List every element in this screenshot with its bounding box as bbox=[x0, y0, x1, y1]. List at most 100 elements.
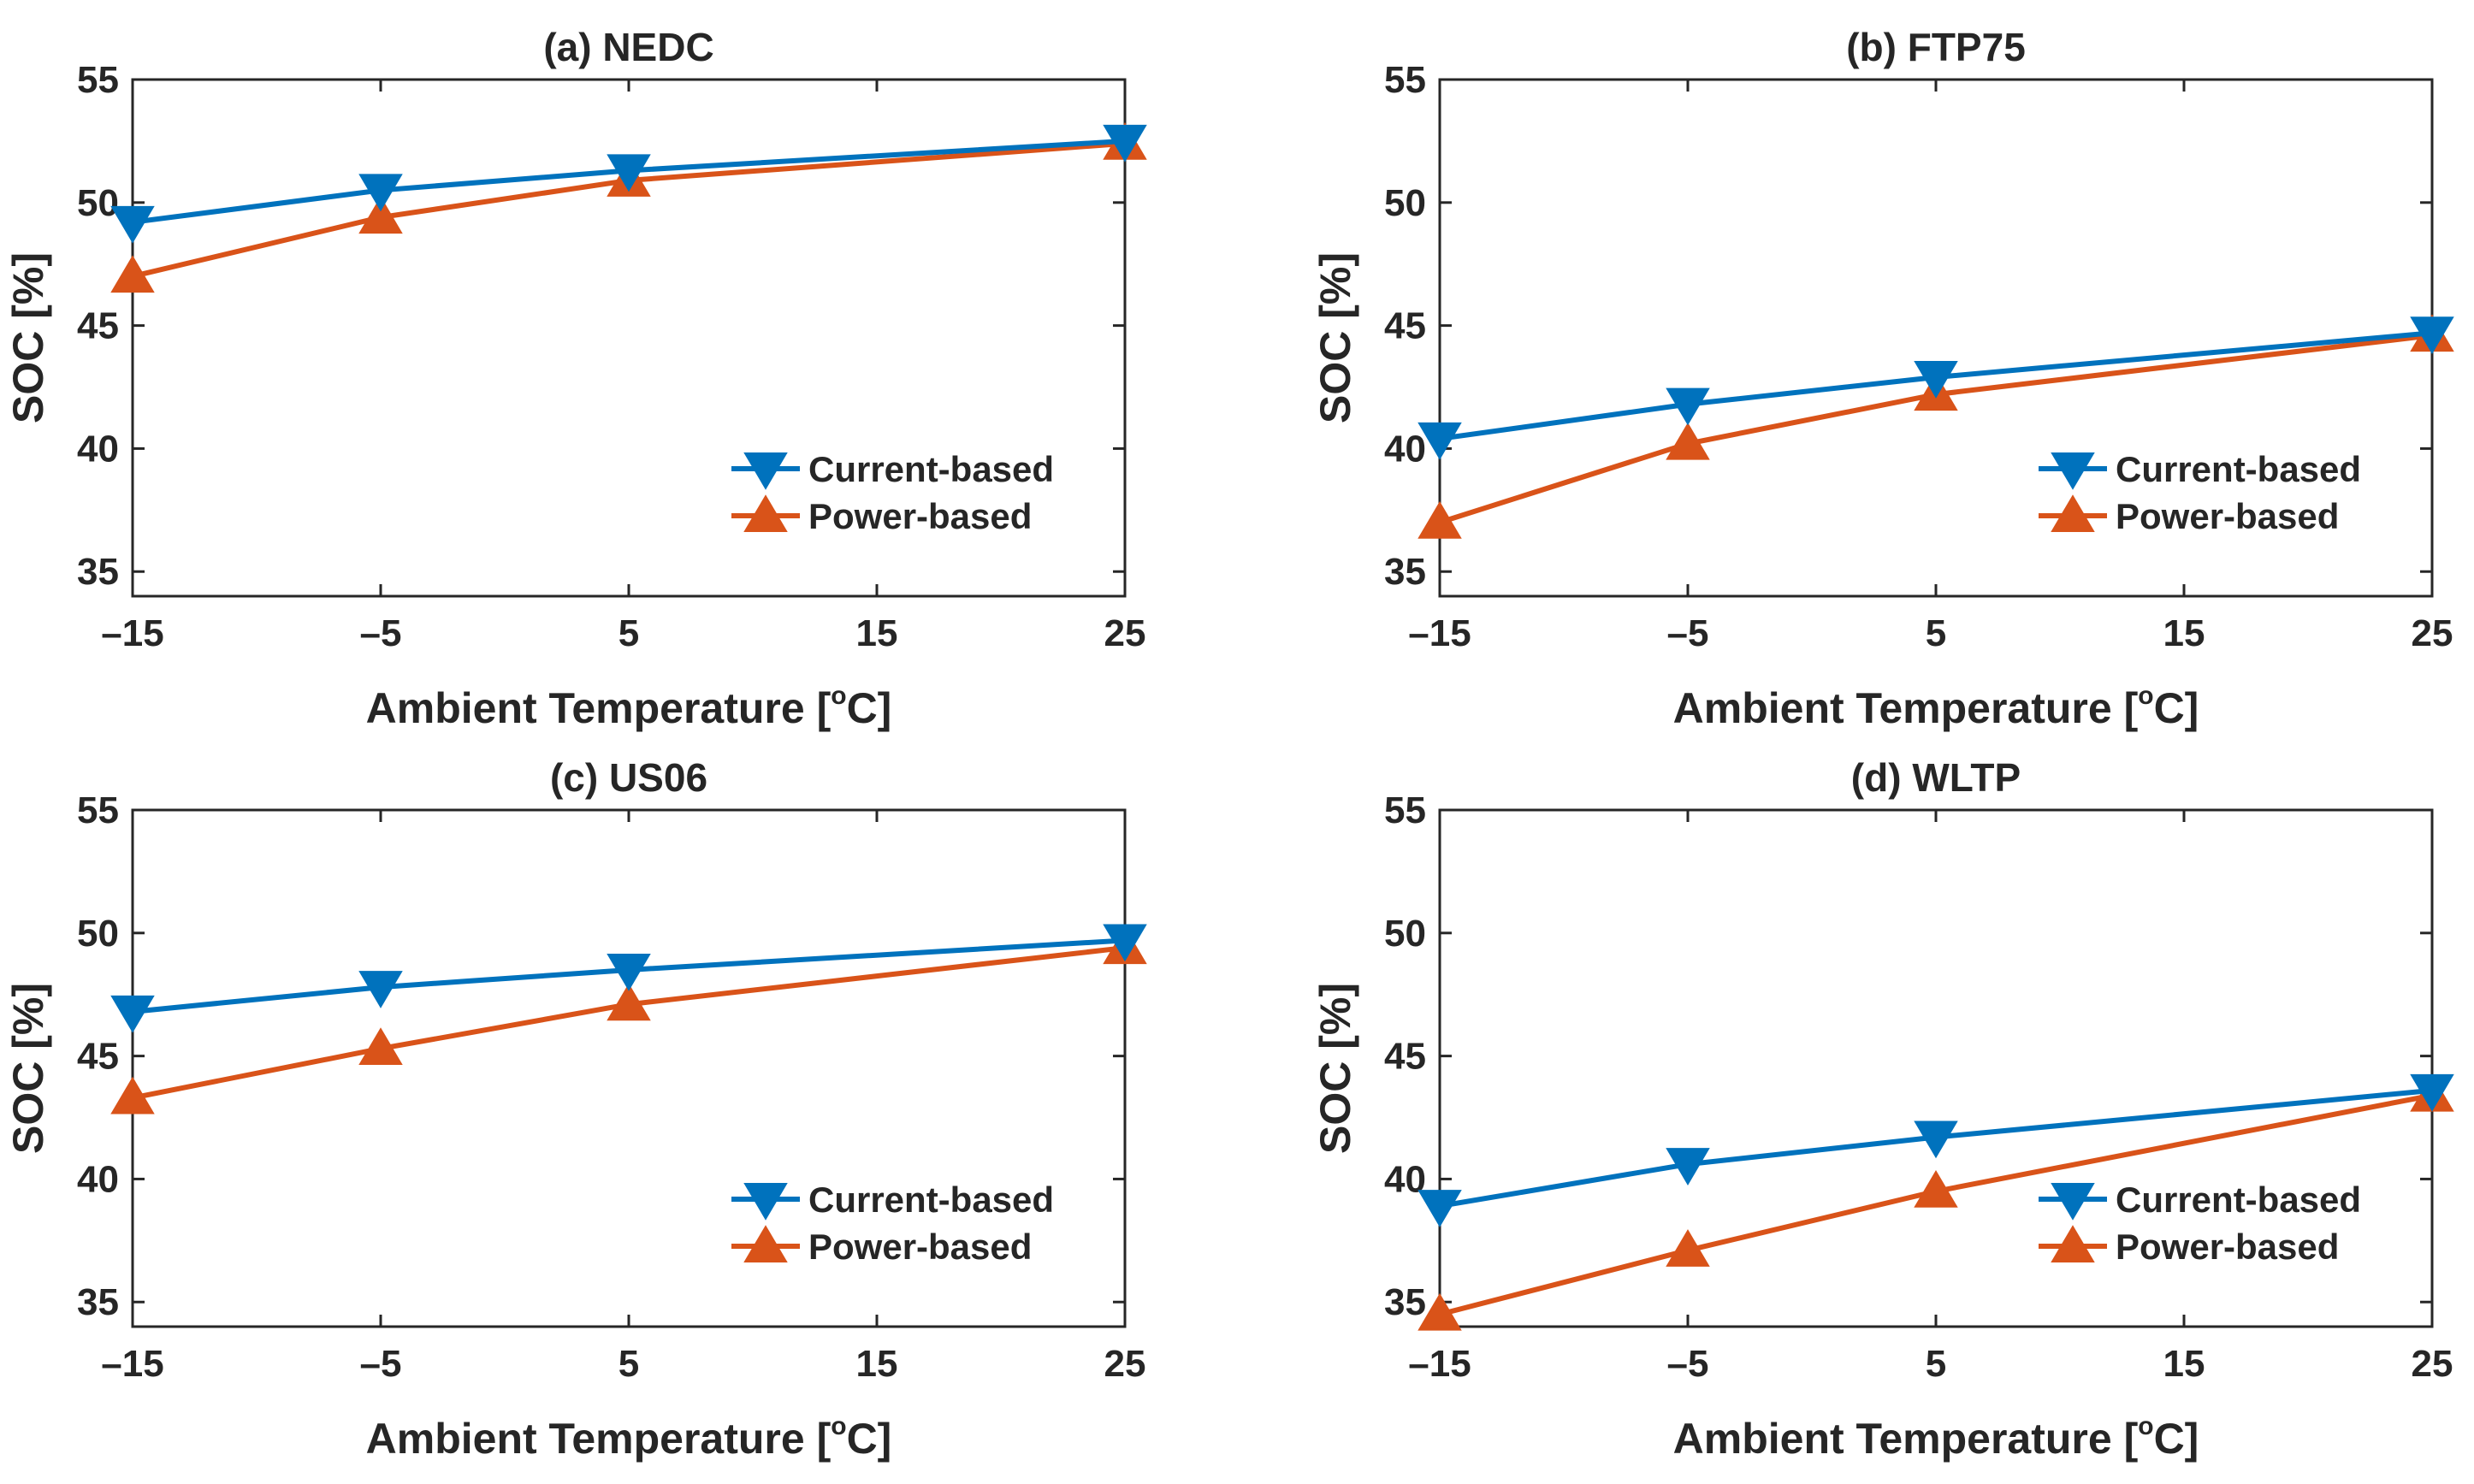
x-axis-label-unit: C] bbox=[2154, 1415, 2199, 1463]
legend-power-marker bbox=[2051, 494, 2095, 532]
current-data-point bbox=[1914, 361, 1958, 399]
chart-panel-1: (b) FTP75 –15 –5 5 15 25 35 40 45 50 55 Ambient Tem… bbox=[1311, 25, 2454, 732]
chart-title: (d) WLTP bbox=[1851, 755, 2021, 800]
current-data-point bbox=[1103, 924, 1147, 962]
current-data-point bbox=[2410, 1073, 2454, 1112]
x-axis-label-superscript: o bbox=[831, 1412, 846, 1440]
y-tick-label: 40 bbox=[1384, 428, 1426, 470]
current-data-point bbox=[1418, 422, 1462, 460]
x-tick-label: 15 bbox=[2163, 612, 2205, 654]
power-data-point bbox=[1418, 1292, 1462, 1331]
current-data-point bbox=[2410, 316, 2454, 355]
x-tick-label: 15 bbox=[856, 612, 898, 654]
x-tick-label: 5 bbox=[1926, 612, 1946, 654]
legend-current-label: Current-based bbox=[808, 1180, 1054, 1220]
legend-current-label: Current-based bbox=[808, 449, 1054, 489]
y-tick-label: 45 bbox=[1384, 1036, 1426, 1078]
power-data-point bbox=[1666, 1229, 1710, 1267]
y-tick-label: 50 bbox=[77, 182, 119, 224]
current-series-line bbox=[1439, 330, 2433, 441]
y-tick-label: 50 bbox=[1384, 182, 1426, 224]
x-axis-label-text: Ambient Temperature [ bbox=[366, 1415, 832, 1463]
y-tick-label: 35 bbox=[77, 551, 119, 593]
legend-power-label: Power-based bbox=[808, 496, 1032, 536]
current-data-point bbox=[110, 995, 155, 1033]
x-tick-label: 5 bbox=[618, 612, 639, 654]
x-axis-label-text: Ambient Temperature [ bbox=[1673, 1415, 2139, 1463]
x-axis-label-text: Ambient Temperature [ bbox=[366, 684, 832, 732]
y-axis-label: SOC [%] bbox=[1311, 983, 1359, 1154]
x-tick-label: 15 bbox=[2163, 1343, 2205, 1385]
legend-current-marker bbox=[743, 1183, 788, 1221]
legend-current-label: Current-based bbox=[2116, 449, 2361, 489]
power-data-point bbox=[358, 1027, 403, 1065]
y-tick-label: 40 bbox=[1384, 1158, 1426, 1200]
chart-title: (b) FTP75 bbox=[1846, 25, 2026, 69]
x-tick-label: –15 bbox=[1408, 1343, 1471, 1385]
y-tick-label: 40 bbox=[77, 428, 119, 470]
x-tick-label: –15 bbox=[101, 612, 163, 654]
x-axis-label-superscript: o bbox=[2138, 1412, 2153, 1440]
legend-power-label: Power-based bbox=[808, 1227, 1032, 1267]
y-tick-label: 55 bbox=[1384, 59, 1426, 101]
power-data-point bbox=[110, 255, 155, 293]
power-data-point bbox=[1666, 422, 1710, 460]
power-series-line bbox=[132, 945, 1126, 1101]
chart-panel-0: (a) NEDC –15 –5 5 15 25 35 40 45 50 55 Ambient Temp… bbox=[4, 25, 1147, 732]
power-series-line bbox=[132, 140, 1126, 280]
legend-current-marker bbox=[2051, 452, 2095, 490]
current-data-point bbox=[358, 971, 403, 1008]
legend-power-label: Power-based bbox=[2116, 496, 2339, 536]
x-tick-label: –5 bbox=[1667, 1343, 1709, 1385]
x-axis-label-unit: C] bbox=[847, 1415, 892, 1463]
plot-frame bbox=[1438, 808, 2434, 1328]
x-axis-label: Ambient Temperature [oC] bbox=[1673, 682, 2199, 732]
power-data-point bbox=[110, 1076, 155, 1114]
legend-current-marker bbox=[2051, 1183, 2095, 1221]
chart-panel-3: (d) WLTP –15 –5 5 15 25 35 40 45 50 55 Ambient Temp… bbox=[1311, 755, 2454, 1463]
x-axis-label: Ambient Temperature [oC] bbox=[366, 1412, 892, 1463]
x-axis-label-superscript: o bbox=[2138, 682, 2153, 710]
current-data-point bbox=[1103, 124, 1147, 163]
current-data-point bbox=[607, 154, 651, 192]
y-tick-label: 45 bbox=[77, 1036, 119, 1078]
current-series-line bbox=[132, 138, 1126, 225]
current-data-point bbox=[110, 205, 155, 244]
y-tick-label: 55 bbox=[1384, 789, 1426, 831]
y-tick-label: 40 bbox=[77, 1158, 119, 1200]
x-tick-label: –15 bbox=[101, 1343, 163, 1385]
x-axis-label-unit: C] bbox=[847, 684, 892, 732]
x-tick-label: 5 bbox=[618, 1343, 639, 1385]
current-data-point bbox=[358, 174, 403, 212]
x-tick-label: –5 bbox=[1667, 612, 1709, 654]
current-data-point bbox=[1666, 1148, 1710, 1185]
plot-frame bbox=[131, 808, 1127, 1328]
current-series-line bbox=[132, 937, 1126, 1014]
power-data-point bbox=[1914, 1170, 1958, 1208]
power-data-point bbox=[607, 983, 651, 1021]
y-tick-label: 35 bbox=[1384, 1281, 1426, 1323]
power-data-point bbox=[1418, 500, 1462, 539]
x-tick-label: –5 bbox=[360, 1343, 402, 1385]
x-axis-label-superscript: o bbox=[831, 682, 846, 710]
legend-current-marker bbox=[743, 452, 788, 490]
y-tick-label: 45 bbox=[77, 305, 119, 347]
y-tick-label: 50 bbox=[77, 913, 119, 955]
legend-power-marker bbox=[2051, 1225, 2095, 1262]
chart-title: (c) US06 bbox=[550, 755, 707, 800]
x-tick-label: –5 bbox=[360, 612, 402, 654]
x-axis-label-unit: C] bbox=[2154, 684, 2199, 732]
chart-title: (a) NEDC bbox=[543, 25, 713, 69]
x-tick-label: 25 bbox=[1104, 612, 1146, 654]
legend-power-marker bbox=[743, 1225, 788, 1262]
y-tick-label: 35 bbox=[77, 1281, 119, 1323]
y-tick-label: 50 bbox=[1384, 913, 1426, 955]
y-tick-label: 55 bbox=[77, 789, 119, 831]
plot-frame bbox=[1438, 78, 2434, 598]
power-data-point bbox=[358, 196, 403, 234]
y-tick-label: 35 bbox=[1384, 551, 1426, 593]
current-data-point bbox=[607, 953, 651, 991]
current-data-point bbox=[1914, 1120, 1958, 1159]
power-series-line bbox=[1439, 1092, 2433, 1317]
x-axis-label: Ambient Temperature [oC] bbox=[1673, 1412, 2199, 1463]
